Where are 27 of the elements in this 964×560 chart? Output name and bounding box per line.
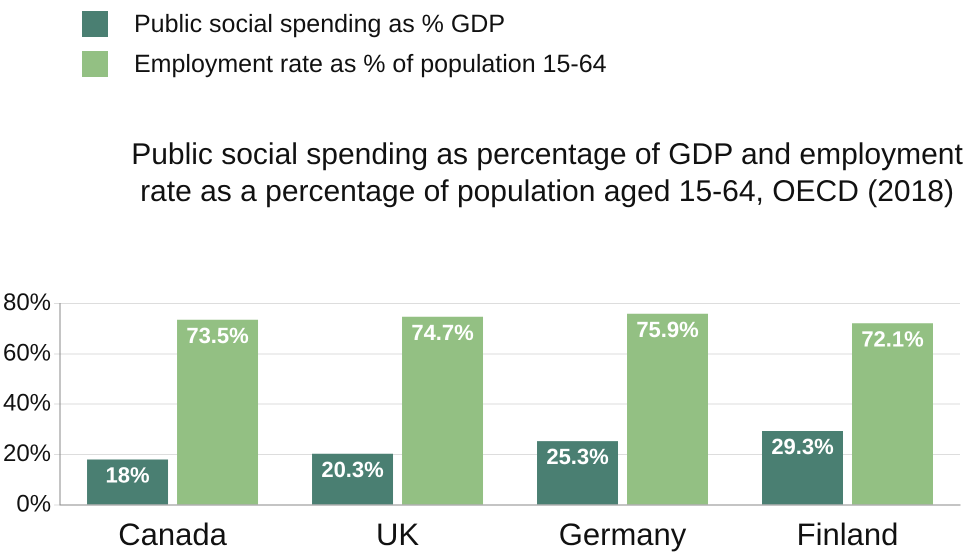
y-tick-label: 60% [2,339,52,366]
data-label: 25.3% [546,444,609,470]
x-tick-label: Germany [558,516,687,552]
x-tick-label: Canada [118,516,228,552]
bar [402,316,484,504]
data-label: 73.5% [186,322,249,348]
bar [627,314,708,504]
bar [762,431,844,504]
data-label: 72.1% [861,326,924,352]
legend-label: Public social spending as % GDP [134,10,506,38]
legend-label: Employment rate as % of population 15-64 [134,50,606,78]
data-label: 74.7% [411,320,474,345]
y-tick-label: 40% [2,390,52,417]
y-tick-label: 20% [2,440,52,468]
chart-title: Public social spending as percentage of GDP and employment rate as a percentage of population aged 15-64, OECD (2018) [130,137,964,210]
data-label: 20.3% [321,456,384,482]
x-tick-label: Finland [796,516,898,552]
y-tick-label: 0% [16,490,52,518]
bar [537,441,618,504]
bar [177,320,258,504]
data-label: 29.3% [771,434,834,460]
data-label: 18% [106,462,150,488]
x-tick-label: UK [376,516,420,552]
y-tick-label: 80% [2,289,52,316]
bar [852,323,933,504]
data-label: 75.9% [636,316,699,342]
bar [87,459,168,504]
